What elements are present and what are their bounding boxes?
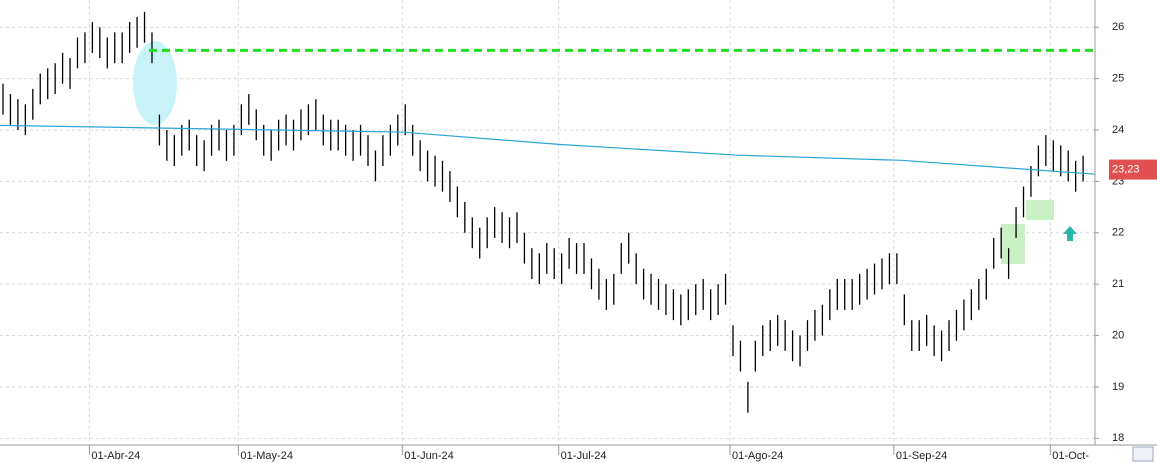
x-tick-label: 01-Sep-24 (896, 450, 947, 462)
highlight-ellipse (133, 41, 177, 125)
y-tick-label: 24 (1112, 124, 1124, 136)
gap-box (1026, 200, 1054, 220)
arrow-up (1063, 226, 1077, 241)
last-price-box (1109, 159, 1157, 180)
last-price-label: 23,23 (1112, 163, 1140, 175)
y-tick-label: 19 (1112, 381, 1124, 393)
x-tick-label: 01-Jun-24 (404, 450, 454, 462)
x-tick-label: 01-Abr-24 (91, 450, 140, 462)
y-tick-label: 21 (1112, 278, 1124, 290)
y-tick-label: 25 (1112, 73, 1124, 85)
y-tick-label: 22 (1112, 227, 1124, 239)
scroll-button[interactable] (1132, 446, 1154, 462)
moving-average (0, 124, 1096, 175)
grid (0, 0, 1095, 445)
y-tick-label: 18 (1112, 432, 1124, 444)
x-tick-label: 01-Ago-24 (732, 450, 783, 462)
y-tick-label: 26 (1112, 21, 1124, 33)
marks (0, 11, 1096, 413)
x-tick-label: 01-Jul-24 (561, 450, 607, 462)
x-tick-label: 01-Oct- (1052, 450, 1089, 462)
gap-box (1001, 224, 1025, 264)
y-tick-label: 20 (1112, 329, 1124, 341)
x-tick-label: 01-May-24 (240, 450, 293, 462)
